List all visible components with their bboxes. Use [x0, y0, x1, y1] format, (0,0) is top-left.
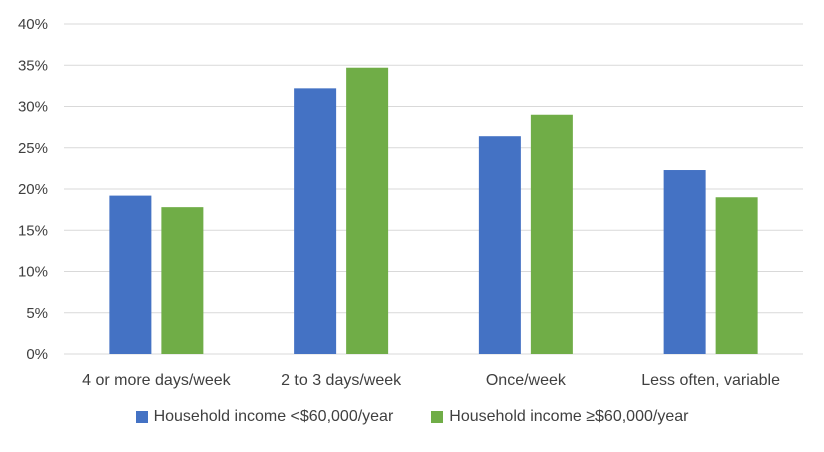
y-tick-label: 30%	[18, 99, 48, 116]
bar-low-income	[663, 170, 706, 354]
y-tick-label: 25%	[18, 140, 48, 157]
bar-low-income	[294, 88, 337, 354]
legend-label-high-income: Household income ≥$60,000/year	[449, 408, 689, 425]
legend-item-high-income: Household income ≥$60,000/year	[431, 408, 688, 426]
x-category-label: 4 or more days/week	[82, 372, 232, 389]
y-tick-label: 35%	[18, 57, 48, 74]
x-category-label: Once/week	[486, 372, 567, 389]
y-tick-label: 15%	[18, 222, 48, 239]
y-tick-label: 20%	[18, 181, 48, 198]
bar-high-income	[161, 207, 204, 354]
y-tick-label: 5%	[26, 305, 48, 322]
bar-chart: 0% 5% 10% 15% 20% 25% 30% 35% 40% 4 or more days/…	[18, 16, 803, 389]
y-tick-label: 40%	[18, 16, 48, 33]
bar-low-income	[109, 195, 152, 354]
y-tick-label: 10%	[18, 264, 48, 281]
bar-high-income	[346, 67, 389, 354]
y-tick-label: 0%	[26, 346, 48, 363]
bar-low-income	[478, 136, 521, 354]
legend-swatch-low-income	[135, 411, 148, 423]
bar-high-income	[715, 197, 758, 354]
legend-swatch-high-income	[431, 411, 444, 423]
x-category-label: 2 to 3 days/week	[281, 372, 402, 389]
bar-high-income	[530, 114, 573, 354]
legend: Household income <$60,000/year Household…	[0, 408, 824, 426]
legend-item-low-income: Household income <$60,000/year	[135, 408, 394, 426]
x-category-label: Less often, variable	[641, 372, 780, 389]
legend-label-low-income: Household income <$60,000/year	[153, 408, 394, 425]
